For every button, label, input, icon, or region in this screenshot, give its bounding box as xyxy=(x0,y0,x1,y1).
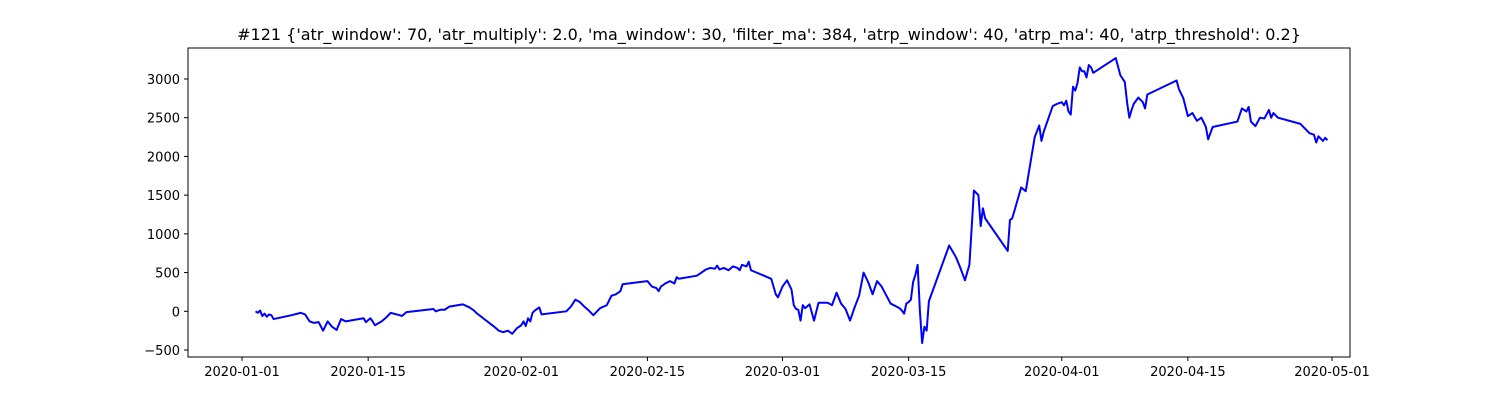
x-tick-label: 2020-05-01 xyxy=(1294,365,1370,380)
x-tick-label: 2020-02-15 xyxy=(610,365,686,380)
chart-title: #121 {'atr_window': 70, 'atr_multiply': … xyxy=(237,25,1301,45)
x-tick-label: 2020-04-01 xyxy=(1024,365,1100,380)
y-tick-label: 3000 xyxy=(147,73,180,88)
y-tick-label: 500 xyxy=(155,267,180,282)
plot-frame xyxy=(187,47,1351,358)
x-tick-label: 2020-04-15 xyxy=(1150,365,1226,380)
x-tick-label: 2020-03-15 xyxy=(871,365,947,380)
x-tick-label: 2020-01-15 xyxy=(330,365,406,380)
y-tick-label: 0 xyxy=(172,305,180,320)
x-axis: 2020-01-01 2020-01-15 2020-02-01 2020-02-15… xyxy=(204,357,1370,380)
plot-area xyxy=(254,57,1329,345)
y-tick-label: 2500 xyxy=(147,112,180,127)
x-tick-label: 2020-01-01 xyxy=(204,365,280,380)
x-tick-label: 2020-03-01 xyxy=(745,365,821,380)
y-tick-label: −500 xyxy=(144,344,180,359)
y-axis: −500 0 500 1000 1500 2000 2500 3000 xyxy=(144,73,188,359)
x-tick-label: 2020-02-01 xyxy=(484,365,560,380)
series-line-0 xyxy=(254,57,1329,345)
y-tick-label: 2000 xyxy=(147,150,180,165)
y-tick-label: 1000 xyxy=(147,228,180,243)
y-tick-label: 1500 xyxy=(147,189,180,204)
